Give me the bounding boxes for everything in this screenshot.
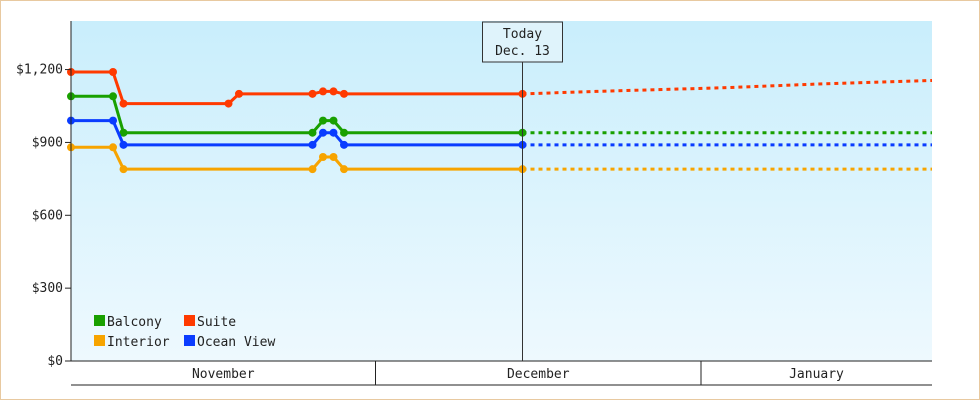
legend-swatch: [94, 315, 105, 326]
data-point: [329, 128, 338, 137]
today-box: [482, 21, 563, 63]
data-point: [329, 87, 338, 96]
data-point: [109, 92, 117, 101]
data-point: [329, 153, 338, 161]
y-tick-label: $900: [32, 135, 63, 150]
month-label: January: [789, 367, 844, 382]
data-point: [319, 128, 327, 137]
data-point: [329, 116, 338, 125]
data-point: [340, 89, 348, 98]
plot-background: [71, 21, 932, 361]
y-tick-label: $1,200: [16, 63, 63, 78]
today-label: Today: [503, 27, 542, 42]
data-point: [319, 87, 327, 96]
data-point: [235, 89, 243, 98]
data-point: [109, 143, 117, 152]
legend-swatch: [94, 335, 105, 346]
y-tick-label: $300: [32, 281, 63, 296]
data-point: [109, 116, 117, 125]
data-point: [119, 165, 128, 174]
legend-label: Balcony: [107, 315, 162, 330]
data-point: [308, 140, 317, 149]
month-label: December: [507, 367, 570, 382]
month-label: November: [192, 367, 255, 382]
data-point: [308, 128, 317, 137]
y-tick-label: $600: [32, 208, 63, 223]
data-point: [224, 99, 233, 108]
data-point: [119, 140, 128, 149]
data-point: [319, 116, 327, 125]
data-point: [319, 153, 327, 161]
legend-swatch: [184, 335, 195, 346]
data-point: [119, 128, 128, 137]
legend-label: Interior: [107, 335, 170, 350]
legend-swatch: [184, 315, 195, 326]
data-point: [340, 165, 348, 174]
data-point: [340, 140, 348, 149]
today-date: Dec. 13: [495, 44, 550, 59]
data-point: [119, 99, 128, 108]
data-point: [340, 128, 348, 137]
forecast-line: [522, 79, 933, 96]
data-point: [308, 165, 317, 174]
data-point: [109, 68, 117, 76]
data-point: [308, 89, 317, 98]
series-line: [71, 70, 523, 106]
legend-label: Ocean View: [197, 335, 275, 350]
legend-label: Suite: [197, 315, 236, 330]
y-tick-label: $0: [47, 354, 63, 369]
